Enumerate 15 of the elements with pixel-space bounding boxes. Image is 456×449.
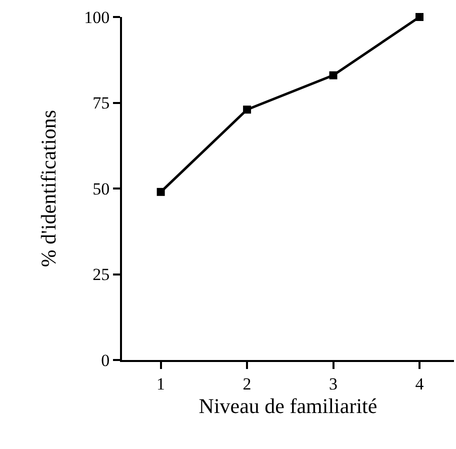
x-tick-label: 4 [415,374,424,394]
y-tick-label: 75 [92,94,110,113]
y-tick-label: 0 [101,350,110,370]
x-tick-label: 3 [329,374,338,394]
y-tick-label: 100 [84,8,110,27]
point [329,71,338,80]
point [243,106,252,114]
x-tick-label: 2 [242,374,252,394]
x-axis-title: Niveau de familiarité [198,394,378,418]
y-tick-label: 25 [92,265,110,284]
x-tick-label: 1 [156,374,166,394]
y-tick-label: 50 [92,179,110,198]
point [156,188,165,196]
y-axis-title: % d'identifications [36,110,61,268]
point [416,13,424,21]
